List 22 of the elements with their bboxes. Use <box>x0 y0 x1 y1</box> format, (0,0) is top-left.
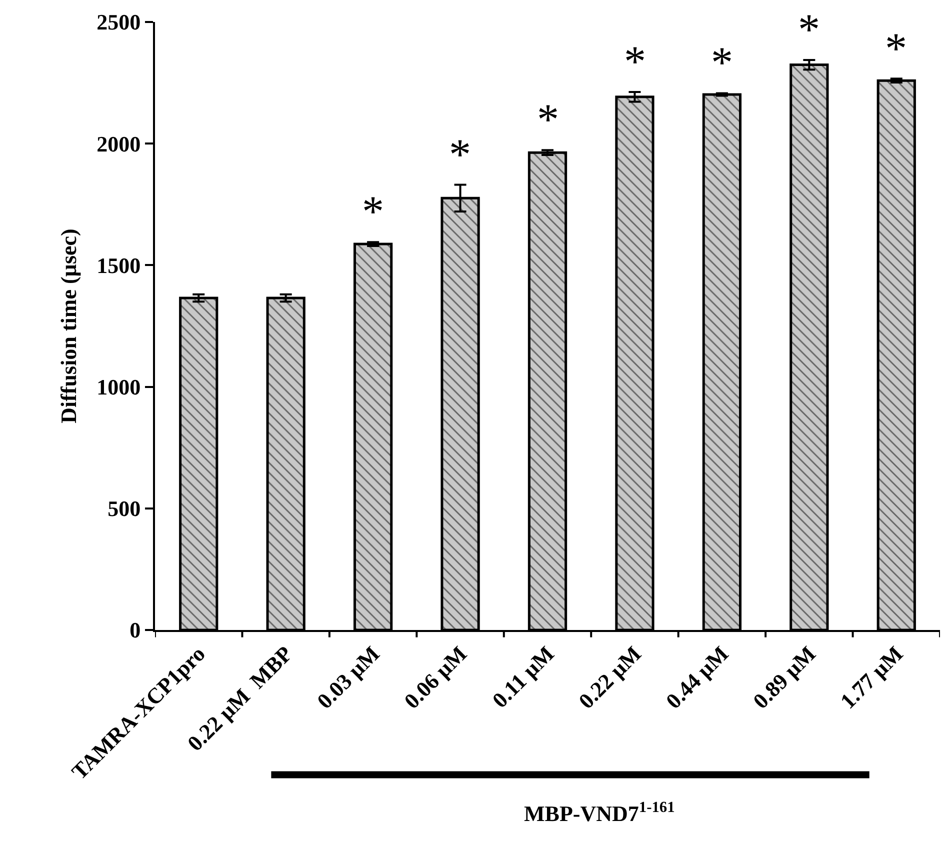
annotation: * <box>711 38 733 87</box>
annotation: * <box>362 187 384 236</box>
x-tick-label: 0.44 µM <box>660 640 734 714</box>
y-tick-label: 1000 <box>96 374 141 400</box>
x-tick-label: 0.22 µM <box>574 640 646 714</box>
x-tick-label: 0.11 µM <box>487 640 559 713</box>
y-tick-label: 2500 <box>96 10 141 35</box>
annotation: * <box>537 95 559 144</box>
y-tick-label: 0 <box>130 618 141 643</box>
x-tick-label: 1.77 µM <box>835 640 908 714</box>
y-tick-label: 500 <box>108 496 141 522</box>
y-tick-label: 2000 <box>96 131 141 156</box>
x-tick-label: 0.03 µM <box>312 640 385 714</box>
x-tick-label: 0.89 µM <box>748 640 821 714</box>
annotation: * <box>885 24 907 73</box>
annotation: * <box>624 37 646 86</box>
text: MBP-VND7$^{1-161}$ <box>524 799 675 826</box>
y-tick-label: 1500 <box>96 252 141 278</box>
annotation: * <box>449 130 471 179</box>
x-tick-label: 0.06 µM <box>399 640 472 714</box>
y-axis-title: Diffusion time (µsec) <box>56 228 81 424</box>
annotation: * <box>798 5 820 54</box>
